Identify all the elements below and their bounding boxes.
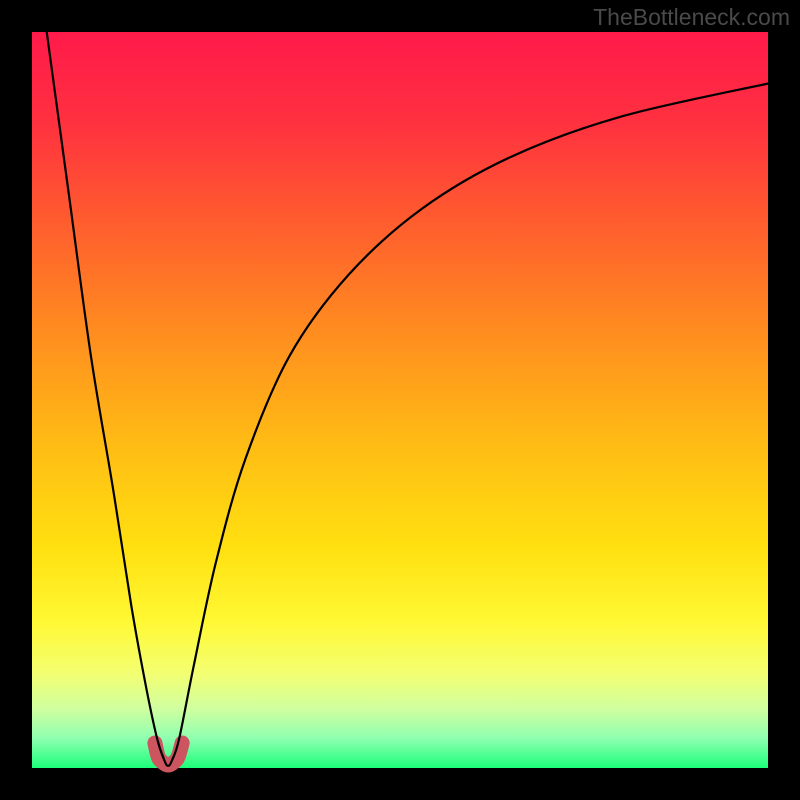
watermark-text: TheBottleneck.com (593, 4, 790, 31)
plot-background (32, 32, 768, 768)
bottleneck-chart-svg (0, 0, 800, 800)
chart-canvas: TheBottleneck.com (0, 0, 800, 800)
